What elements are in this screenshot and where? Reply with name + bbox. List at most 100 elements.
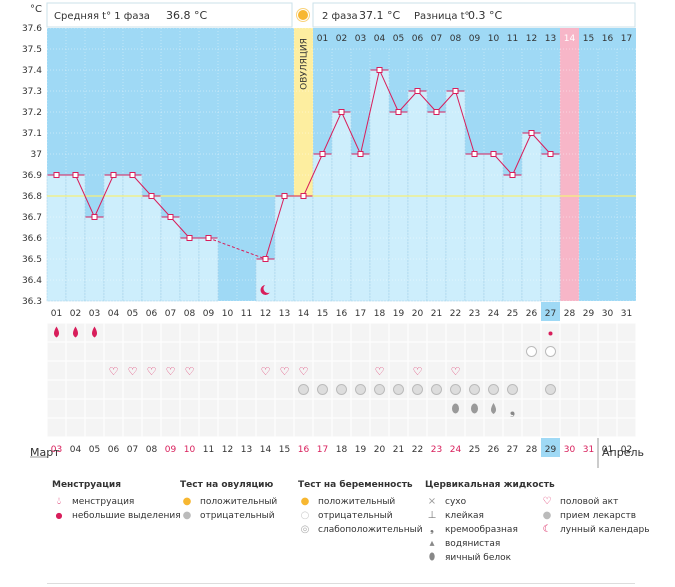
phase1-value: 36.8 °C xyxy=(166,9,207,22)
symptom-cell xyxy=(522,323,541,342)
symptom-cell xyxy=(142,361,161,380)
phase2-day-label: 07 xyxy=(431,34,442,44)
y-tick-label: 37.6 xyxy=(22,24,42,34)
date-label: 06 xyxy=(108,445,120,455)
temperature-bar xyxy=(369,69,390,302)
symptom-cell xyxy=(465,342,484,361)
symptom-cell xyxy=(332,418,351,437)
period-cycle-day-cell xyxy=(560,302,579,321)
symptom-cell xyxy=(237,323,256,342)
date-label: 19 xyxy=(355,445,367,455)
symptom-cell xyxy=(427,418,446,437)
symptom-cell xyxy=(522,399,541,418)
legend-item: ⊥ клейкая xyxy=(425,509,555,523)
temperature-bar xyxy=(312,153,333,302)
symptom-cell xyxy=(370,361,389,380)
symptom-cell xyxy=(503,418,522,437)
watery-icon: ▴ xyxy=(429,538,435,549)
symptom-cell xyxy=(522,418,541,437)
pill-icon xyxy=(488,384,499,395)
symptom-cell xyxy=(617,361,636,380)
symptom-cell xyxy=(142,399,161,418)
pill-icon xyxy=(374,384,385,395)
drop-icon xyxy=(73,326,78,338)
temperature-line xyxy=(379,69,399,113)
symptom-cell xyxy=(427,361,446,380)
date-label: 28 xyxy=(526,445,538,455)
date-label: 07 xyxy=(127,445,138,455)
phase2-day-label: 11 xyxy=(507,34,518,44)
temperature-line xyxy=(170,216,190,239)
symptom-cell xyxy=(541,361,560,380)
symptom-cell xyxy=(370,418,389,437)
heart-icon: ♡ xyxy=(166,365,176,378)
dry-icon: × xyxy=(427,496,437,507)
phase2-day-label: 05 xyxy=(393,34,404,44)
symptom-cell xyxy=(313,361,332,380)
cycle-day-label: 25 xyxy=(507,309,518,319)
temperature-point xyxy=(262,256,269,262)
legend-ovulation-test: Тест на овуляцию ● положительный ● отрицат… xyxy=(180,480,277,523)
symptom-cell xyxy=(104,418,123,437)
y-tick-label: 37.3 xyxy=(22,87,42,97)
symptom-cell xyxy=(598,342,617,361)
symptom-cell xyxy=(541,399,560,418)
symptom-cell xyxy=(123,323,142,342)
legend-label: менструация xyxy=(72,497,135,507)
phase2-day-label: 16 xyxy=(602,34,614,44)
legend-title: Цервикальная жидкость xyxy=(425,480,555,490)
legend-item: ● прием лекарств xyxy=(540,509,650,523)
symptom-cell xyxy=(351,323,370,342)
legend-label: водянистая xyxy=(445,539,501,549)
date-label: 17 xyxy=(317,445,328,455)
pill-icon xyxy=(393,384,404,395)
symptom-cell xyxy=(180,361,199,380)
symptom-cell xyxy=(560,323,579,342)
date-label: 27 xyxy=(507,445,518,455)
symptom-cell xyxy=(617,380,636,399)
symptom-cell xyxy=(85,380,104,399)
symptom-cell xyxy=(503,323,522,342)
symptom-cell xyxy=(199,342,218,361)
symptom-cell xyxy=(123,342,142,361)
legend-item: ⬮ яичный белок xyxy=(425,551,555,565)
cycle-day-label: 27 xyxy=(545,309,556,319)
symptom-cell xyxy=(199,380,218,399)
symptom-cell xyxy=(142,380,161,399)
heart-icon: ♡ xyxy=(299,365,309,378)
symptom-cell xyxy=(199,418,218,437)
temperature-point xyxy=(471,151,478,157)
symptom-cell xyxy=(142,342,161,361)
cycle-day-label: 14 xyxy=(298,309,310,319)
cycle-day-label: 15 xyxy=(317,309,328,319)
moon-icon-cut xyxy=(263,284,273,293)
period-column xyxy=(560,28,579,301)
ovulation-label: ОВУЛЯЦИЯ xyxy=(300,38,310,90)
bbt-chart: °C Средняя t° 1 фаза 36.8 °C 2 фаза 37.1… xyxy=(22,2,637,468)
symptom-cell xyxy=(560,418,579,437)
y-tick-label: 36.8 xyxy=(22,192,42,202)
temperature-bar xyxy=(483,153,504,302)
y-tick-label: 37 xyxy=(31,150,42,160)
cycle-day-label: 05 xyxy=(127,309,138,319)
phase2-day-cell xyxy=(427,28,446,47)
today-date-cell xyxy=(541,438,560,457)
symptom-cell xyxy=(427,342,446,361)
symptom-cell xyxy=(313,342,332,361)
pill-icon xyxy=(431,384,442,395)
cycle-day-label: 19 xyxy=(393,309,405,319)
cycle-day-label: 31 xyxy=(621,309,632,319)
moon-icon: ☾ xyxy=(542,524,552,535)
symptom-cell xyxy=(465,361,484,380)
temperature-line xyxy=(132,174,152,197)
y-tick-label: 37.2 xyxy=(22,108,42,118)
temperature-point xyxy=(414,88,421,94)
y-tick-label: 36.9 xyxy=(22,171,42,181)
month-right: Апрель xyxy=(602,446,644,459)
cycle-day-label: 09 xyxy=(203,309,215,319)
date-label: 16 xyxy=(298,445,310,455)
pill-icon xyxy=(317,384,328,395)
legend-pregnancy-test: Тест на беременность ● положительный ○ отр… xyxy=(298,480,423,537)
temperature-line xyxy=(417,90,437,113)
temperature-line xyxy=(322,111,342,155)
